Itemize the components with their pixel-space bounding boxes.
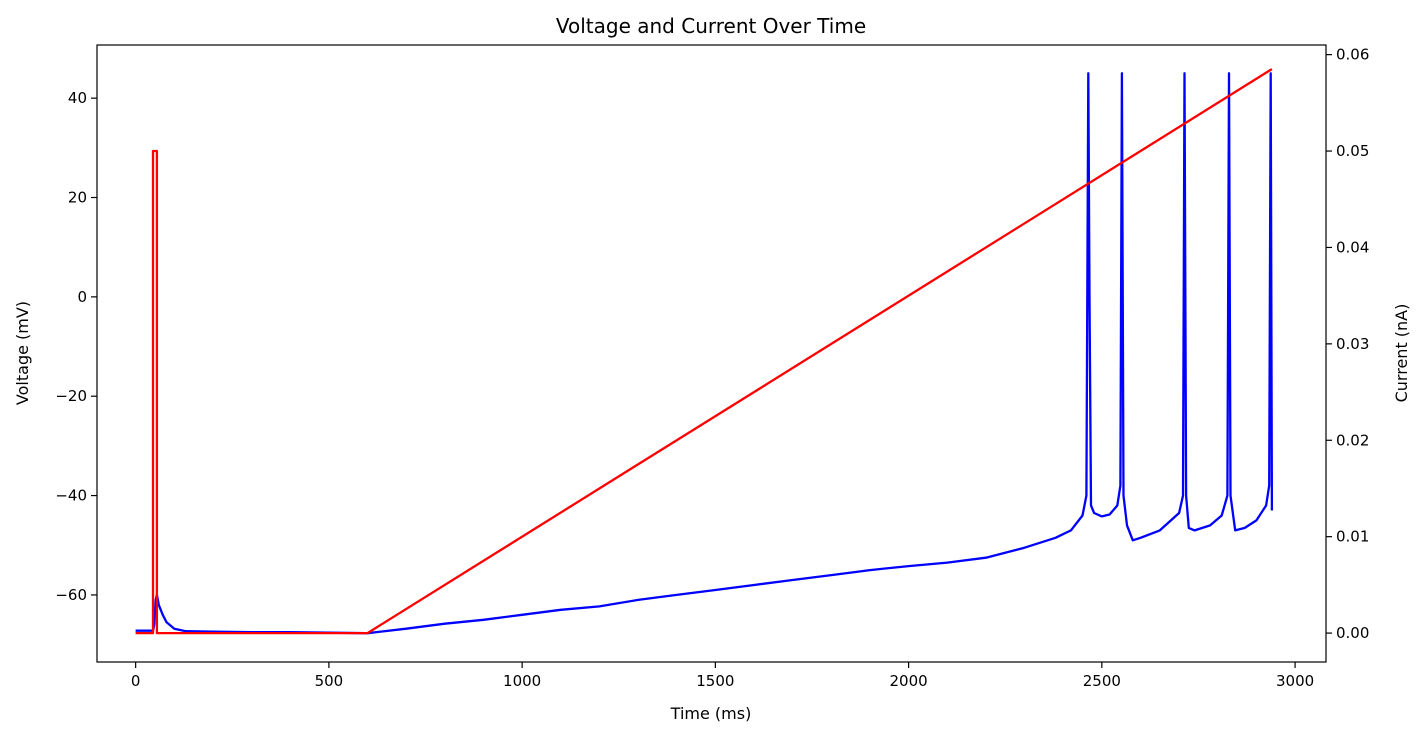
x-tick-label: 2500 — [1083, 672, 1121, 690]
y-tick-label-left: −40 — [55, 487, 87, 505]
y-tick-label-right: 0.06 — [1336, 46, 1369, 64]
x-tick-label: 2000 — [890, 672, 928, 690]
y-tick-label-left: −20 — [55, 387, 87, 405]
series-line-current — [135, 68, 1273, 635]
x-tick-label: 0 — [131, 672, 141, 690]
chart-title: Voltage and Current Over Time — [556, 14, 866, 38]
y-tick-label-right: 0.02 — [1336, 431, 1369, 449]
x-tick-label: 1000 — [503, 672, 541, 690]
y-tick-label-left: −60 — [55, 586, 87, 604]
plot-area: 0 500 1000 1500 2000 2500 3000 −60 −40 −20 0 20 40 0.… — [55, 44, 1369, 690]
x-axis-label: Time (ms) — [670, 704, 752, 723]
y-tick-label-left: 0 — [77, 288, 87, 306]
y-tick-label-left: 40 — [68, 89, 87, 107]
y-tick-label-right: 0.00 — [1336, 624, 1369, 642]
y-tick-label-right: 0.04 — [1336, 238, 1369, 256]
y-tick-label-right: 0.01 — [1336, 528, 1369, 546]
series-line-voltage — [135, 72, 1274, 635]
plot-frame — [96, 44, 1327, 663]
y-tick-label-right: 0.03 — [1336, 335, 1369, 353]
x-tick-label: 3000 — [1276, 672, 1314, 690]
y-tick-label-left: 20 — [68, 189, 87, 207]
y-axis-label-right: Current (nA) — [1392, 304, 1411, 403]
y-axis-label-left: Voltage (mV) — [13, 301, 32, 405]
x-tick-label: 1500 — [696, 672, 734, 690]
y-tick-label-right: 0.05 — [1336, 142, 1369, 160]
x-tick-label: 500 — [315, 672, 344, 690]
